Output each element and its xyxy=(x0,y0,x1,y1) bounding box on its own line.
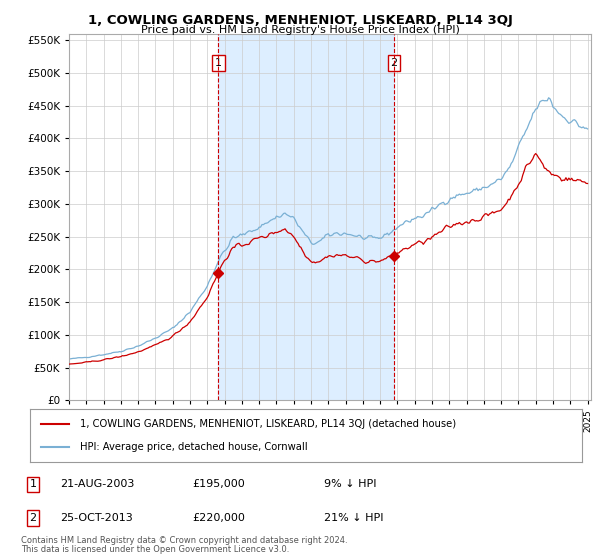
Text: £195,000: £195,000 xyxy=(192,479,245,489)
Text: 1: 1 xyxy=(215,58,222,68)
Text: This data is licensed under the Open Government Licence v3.0.: This data is licensed under the Open Gov… xyxy=(21,545,289,554)
Bar xyxy=(218,34,394,400)
Text: Contains HM Land Registry data © Crown copyright and database right 2024.: Contains HM Land Registry data © Crown c… xyxy=(21,536,347,545)
Text: 25-OCT-2013: 25-OCT-2013 xyxy=(60,513,133,523)
Text: 1, COWLING GARDENS, MENHENIOT, LISKEARD, PL14 3QJ: 1, COWLING GARDENS, MENHENIOT, LISKEARD,… xyxy=(88,14,512,27)
Text: 9% ↓ HPI: 9% ↓ HPI xyxy=(324,479,377,489)
Text: Price paid vs. HM Land Registry's House Price Index (HPI): Price paid vs. HM Land Registry's House … xyxy=(140,25,460,35)
Text: 21% ↓ HPI: 21% ↓ HPI xyxy=(324,513,383,523)
Text: 1: 1 xyxy=(29,479,37,489)
Text: 2: 2 xyxy=(29,513,37,523)
Text: 21-AUG-2003: 21-AUG-2003 xyxy=(60,479,134,489)
Text: 1, COWLING GARDENS, MENHENIOT, LISKEARD, PL14 3QJ (detached house): 1, COWLING GARDENS, MENHENIOT, LISKEARD,… xyxy=(80,419,456,429)
Text: HPI: Average price, detached house, Cornwall: HPI: Average price, detached house, Corn… xyxy=(80,442,307,452)
Text: £220,000: £220,000 xyxy=(192,513,245,523)
Text: 2: 2 xyxy=(391,58,398,68)
